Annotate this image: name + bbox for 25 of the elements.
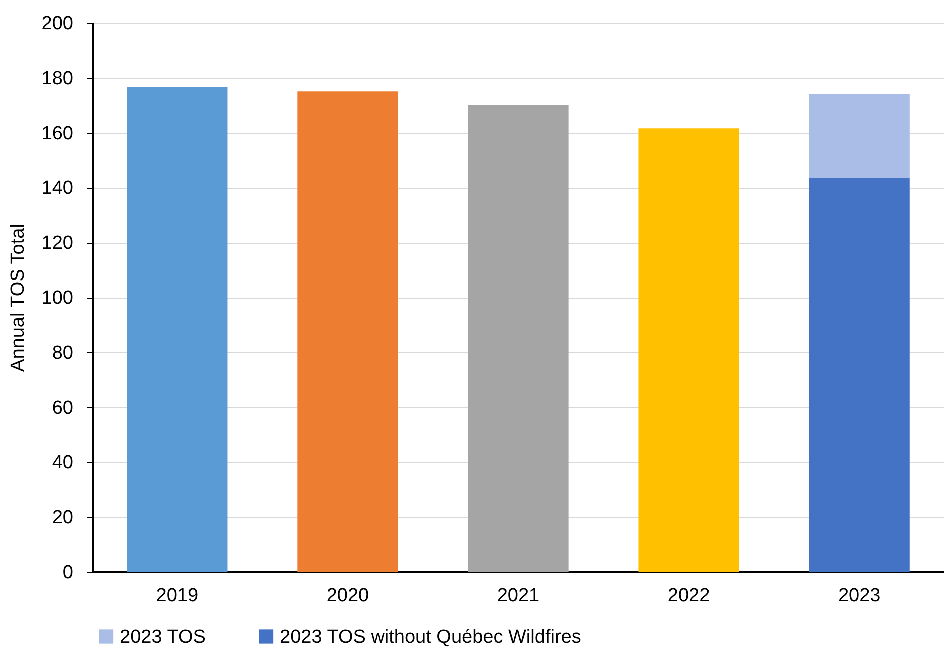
x-tick-label: 2019 <box>156 586 199 606</box>
y-tick-label: 160 <box>42 123 74 144</box>
y-tick-label: 200 <box>42 14 74 34</box>
legend-label: 2023 TOS without Québec Wildfires <box>280 626 582 648</box>
bar <box>809 178 910 572</box>
bar <box>468 105 569 572</box>
y-tick-label: 80 <box>52 342 74 364</box>
y-tick-label: 40 <box>52 452 74 474</box>
x-tick-label: 2021 <box>497 586 540 606</box>
legend-label: 2023 TOS <box>120 626 206 648</box>
bar <box>809 94 910 178</box>
y-tick-label: 0 <box>62 562 74 584</box>
y-axis-title: Annual TOS Total <box>8 224 29 372</box>
y-tick-label: 120 <box>42 233 74 254</box>
bar <box>127 88 228 572</box>
y-tick-label: 140 <box>42 178 74 200</box>
bar <box>638 128 740 572</box>
y-tick-label: 60 <box>52 398 74 419</box>
x-tick-label: 2023 <box>838 586 881 606</box>
y-tick-label: 20 <box>52 508 74 529</box>
y-tick-label: 180 <box>42 68 74 90</box>
bar <box>298 92 398 572</box>
x-tick-label: 2022 <box>668 586 710 606</box>
y-tick-label: 100 <box>42 288 74 309</box>
x-tick-label: 2020 <box>326 586 370 606</box>
